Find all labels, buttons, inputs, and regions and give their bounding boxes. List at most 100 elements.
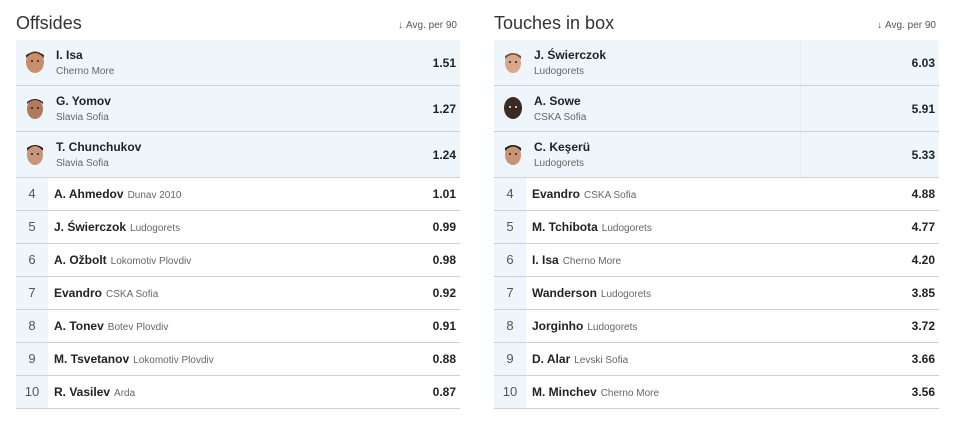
- player-row[interactable]: 5 M. Tchibota Ludogorets 4.77: [494, 211, 939, 244]
- player-team: Levski Sofia: [574, 355, 629, 366]
- player-team: CSKA Sofia: [106, 289, 159, 300]
- rank-number: 9: [16, 343, 48, 375]
- arrow-down-icon: ↓: [398, 20, 404, 31]
- player-team: Arda: [114, 388, 136, 399]
- sort-label: Avg. per 90: [885, 20, 936, 31]
- player-team: Slavia Sofia: [56, 112, 109, 123]
- player-row[interactable]: 7 Evandro CSKA Sofia 0.92: [16, 277, 460, 310]
- rank-number: 8: [494, 310, 526, 342]
- player-name[interactable]: M. Tchibota: [532, 220, 598, 234]
- stat-value: 3.66: [911, 352, 935, 366]
- stat-value: 0.92: [432, 286, 456, 300]
- player-row[interactable]: 7 Wanderson Ludogorets 3.85: [494, 277, 939, 310]
- player-team: Botev Plovdiv: [107, 322, 169, 333]
- rank-number: 7: [494, 277, 526, 309]
- player-row[interactable]: 9 M. Tsvetanov Lokomotiv Plovdiv 0.88: [16, 343, 460, 376]
- stat-value: 3.85: [911, 286, 935, 300]
- player-name[interactable]: G. Yomov: [56, 94, 111, 108]
- rank-number: 6: [16, 244, 48, 276]
- arrow-down-icon: ↓: [877, 20, 883, 31]
- sort-label: Avg. per 90: [406, 20, 457, 31]
- player-name[interactable]: Evandro: [532, 187, 581, 201]
- player-name[interactable]: D. Alar: [532, 352, 571, 366]
- player-team: Lokomotiv Plovdiv: [110, 256, 192, 267]
- panel-header: Offsides ↓ Avg. per 90: [16, 10, 460, 40]
- stat-value: 6.03: [911, 56, 935, 70]
- player-row[interactable]: 10 M. Minchev Cherno More 3.56: [494, 376, 939, 409]
- rank-number: 10: [16, 376, 48, 408]
- stat-value: 0.88: [432, 352, 456, 366]
- rank-number: 5: [16, 211, 48, 243]
- touches-in-box-panel: Touches in box ↓ Avg. per 90 J. Świerczok…: [494, 10, 939, 409]
- player-name[interactable]: M. Minchev: [532, 385, 597, 399]
- stat-value: 0.99: [432, 220, 456, 234]
- player-team: CSKA Sofia: [584, 190, 637, 201]
- player-team: Cherno More: [562, 256, 622, 267]
- player-name[interactable]: J. Świerczok: [534, 48, 607, 62]
- panel-title: Touches in box: [494, 13, 615, 33]
- player-name[interactable]: I. Isa: [56, 48, 83, 62]
- rank-number: 9: [494, 343, 526, 375]
- player-name[interactable]: A. Tonev: [54, 319, 104, 333]
- player-team: Lokomotiv Plovdiv: [133, 355, 214, 366]
- stat-value: 3.72: [911, 319, 935, 333]
- top-player-row[interactable]: G. Yomov Slavia Sofia 1.27: [16, 86, 460, 132]
- player-name[interactable]: Jorginho: [532, 319, 584, 333]
- player-row[interactable]: 10 R. Vasilev Arda 0.87: [16, 376, 460, 409]
- offsides-panel: Offsides ↓ Avg. per 90 I. Isa Cherno More…: [16, 10, 460, 409]
- player-row[interactable]: 4 Evandro CSKA Sofia 4.88: [494, 178, 939, 211]
- player-team: CSKA Sofia: [534, 112, 587, 123]
- column-divider: [800, 86, 801, 131]
- stat-value: 1.27: [432, 102, 456, 116]
- stat-value: 0.91: [432, 319, 456, 333]
- stat-value: 5.91: [911, 102, 935, 116]
- player-name[interactable]: R. Vasilev: [54, 385, 111, 399]
- player-name[interactable]: A. Sowe: [534, 94, 581, 108]
- top-player-row[interactable]: T. Chunchukov Slavia Sofia 1.24: [16, 132, 460, 178]
- player-name[interactable]: A. Ožbolt: [54, 253, 107, 267]
- player-name[interactable]: Wanderson: [532, 286, 597, 300]
- player-row[interactable]: 6 A. Ožbolt Lokomotiv Plovdiv 0.98: [16, 244, 460, 277]
- player-avatar-icon: [505, 53, 521, 73]
- player-team: Slavia Sofia: [56, 158, 109, 169]
- stat-value: 0.87: [432, 385, 456, 399]
- player-row[interactable]: 8 Jorginho Ludogorets 3.72: [494, 310, 939, 343]
- player-name[interactable]: A. Ahmedov: [54, 187, 124, 201]
- leaderboard-list: J. Świerczok Ludogorets 6.03 A. Sowe CSK…: [494, 40, 939, 409]
- column-divider: [800, 40, 801, 85]
- sort-control[interactable]: ↓ Avg. per 90: [398, 20, 457, 31]
- stat-value: 1.01: [432, 187, 456, 201]
- player-row[interactable]: 4 A. Ahmedov Dunav 2010 1.01: [16, 178, 460, 211]
- top-player-row[interactable]: I. Isa Cherno More 1.51: [16, 40, 460, 86]
- player-name[interactable]: Evandro: [54, 286, 103, 300]
- top-player-row[interactable]: A. Sowe CSKA Sofia 5.91: [494, 86, 939, 132]
- player-avatar-icon: [504, 97, 522, 119]
- stat-value: 3.56: [911, 385, 935, 399]
- player-team: Ludogorets: [587, 322, 638, 333]
- top-player-row[interactable]: C. Keşerü Ludogorets 5.33: [494, 132, 939, 178]
- rank-number: 4: [494, 178, 526, 210]
- stat-value: 1.24: [432, 148, 456, 162]
- player-avatar-icon: [505, 145, 521, 165]
- stat-value: 4.77: [911, 220, 935, 234]
- stat-value: 5.33: [911, 148, 935, 162]
- sort-control[interactable]: ↓ Avg. per 90: [877, 20, 936, 31]
- player-team: Dunav 2010: [127, 190, 182, 201]
- player-name[interactable]: T. Chunchukov: [56, 140, 142, 154]
- stat-value: 4.20: [911, 253, 935, 267]
- top-player-row[interactable]: J. Świerczok Ludogorets 6.03: [494, 40, 939, 86]
- player-avatar-icon: [27, 145, 43, 165]
- player-name[interactable]: C. Keşerü: [534, 140, 591, 154]
- player-name[interactable]: I. Isa: [532, 253, 559, 267]
- player-row[interactable]: 8 A. Tonev Botev Plovdiv 0.91: [16, 310, 460, 343]
- panel-title: Offsides: [16, 13, 82, 33]
- rank-number: 4: [16, 178, 48, 210]
- player-name[interactable]: J. Świerczok: [54, 220, 127, 234]
- player-team: Ludogorets: [601, 223, 652, 234]
- player-name[interactable]: M. Tsvetanov: [54, 352, 130, 366]
- player-row[interactable]: 5 J. Świerczok Ludogorets 0.99: [16, 211, 460, 244]
- player-row[interactable]: 9 D. Alar Levski Sofia 3.66: [494, 343, 939, 376]
- player-row[interactable]: 6 I. Isa Cherno More 4.20: [494, 244, 939, 277]
- rank-number: 8: [16, 310, 48, 342]
- leaderboard-list: I. Isa Cherno More 1.51 G. Yomov Slavia …: [16, 40, 460, 409]
